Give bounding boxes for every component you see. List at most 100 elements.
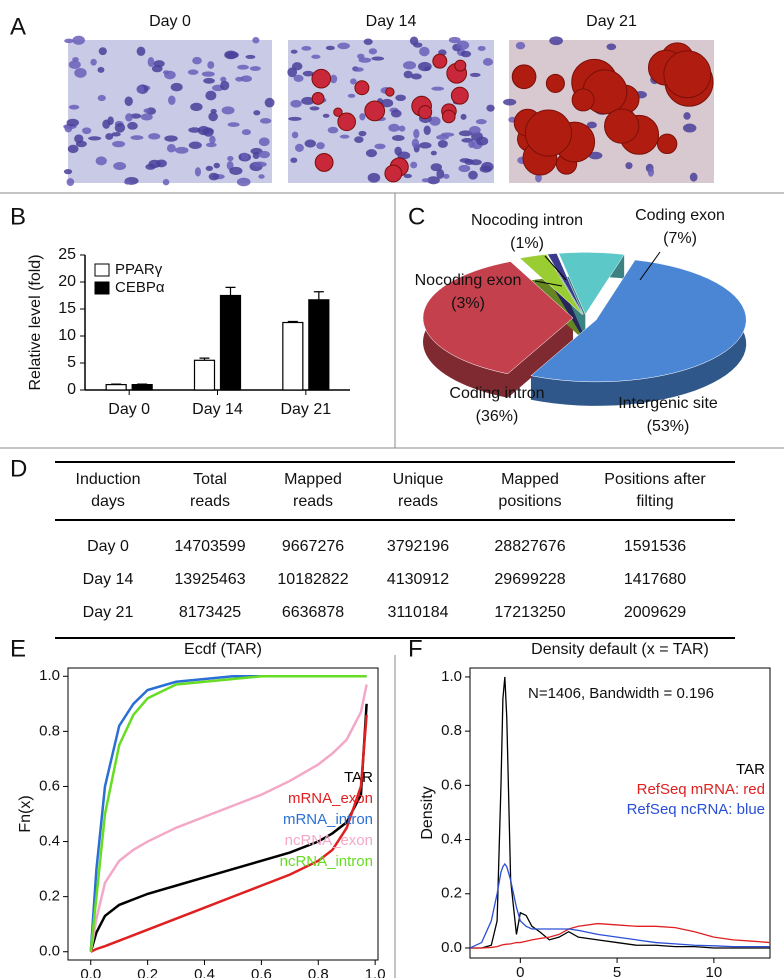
nucleus <box>68 104 80 110</box>
nucleus <box>252 36 260 44</box>
nucleus <box>535 173 542 183</box>
nucleus <box>136 46 146 56</box>
nucleus <box>258 174 265 179</box>
nucleus <box>403 70 413 79</box>
panel-label: F <box>408 635 423 662</box>
nucleus <box>72 35 85 45</box>
bar <box>219 294 242 391</box>
nucleus <box>503 98 517 106</box>
chart-title: Density default (x = TAR) <box>531 641 709 658</box>
nucleus <box>413 128 420 139</box>
nucleus <box>294 143 304 152</box>
pie-slice <box>530 259 747 383</box>
y-tick-label: 25 <box>58 246 76 263</box>
nucleus <box>458 164 471 173</box>
nucleus <box>164 135 178 142</box>
nucleus <box>249 66 261 71</box>
y-tick-label: 0.2 <box>39 888 60 905</box>
nucleus <box>194 167 202 177</box>
panel-label: A <box>10 13 26 40</box>
nucleus <box>245 54 256 59</box>
nucleus <box>97 94 106 102</box>
nucleus <box>220 80 230 91</box>
table-cell: 9667276 <box>282 538 344 555</box>
table-header: Total <box>193 471 227 488</box>
plot-frame <box>67 667 379 961</box>
error-bar <box>137 383 148 385</box>
nucleus <box>352 67 364 72</box>
nucleus <box>448 36 461 44</box>
table-cell: 14703599 <box>174 538 245 555</box>
nucleus <box>403 173 413 179</box>
y-tick-label: 1.0 <box>39 667 60 684</box>
nucleus <box>140 113 153 121</box>
y-axis-label: Density <box>419 786 436 839</box>
lipid-droplet <box>604 108 640 144</box>
nucleus <box>293 74 304 82</box>
y-tick-label: 0.6 <box>441 776 462 793</box>
nucleus <box>205 90 217 101</box>
nucleus <box>460 50 472 58</box>
nucleus <box>482 58 494 66</box>
x-tick-label: 0.6 <box>251 966 272 978</box>
x-tick-label: 0.4 <box>194 966 215 978</box>
table-cell: 4130912 <box>387 571 449 588</box>
panel-label: D <box>10 455 27 482</box>
table-cell: 8173425 <box>179 604 241 621</box>
nucleus <box>290 49 298 54</box>
nucleus <box>241 129 251 136</box>
nucleus <box>105 133 114 140</box>
nucleus <box>358 130 367 137</box>
lipid-droplet <box>418 105 433 120</box>
lipid-droplet <box>432 53 448 69</box>
nucleus <box>368 48 378 55</box>
legend-label: PPARγ <box>115 261 163 278</box>
nucleus <box>371 56 385 61</box>
nucleus <box>253 110 261 116</box>
nucleus <box>148 159 161 169</box>
nucleus <box>365 149 378 158</box>
panel-label: C <box>408 203 425 230</box>
nucleus <box>459 158 471 163</box>
nucleus <box>421 178 430 183</box>
nucleus <box>429 116 441 126</box>
error-bar <box>287 320 298 323</box>
nucleus <box>606 43 617 51</box>
bar <box>131 384 153 391</box>
nucleus <box>381 98 394 108</box>
error-bar <box>313 291 324 300</box>
nucleus <box>98 47 107 56</box>
leader-line <box>534 280 563 287</box>
nucleus <box>88 136 102 141</box>
nucleus <box>322 113 330 118</box>
bar <box>105 384 127 391</box>
nucleus <box>682 123 697 133</box>
nucleus <box>479 165 492 173</box>
legend-label: RefSeq mRNA: red <box>637 781 765 798</box>
nucleus <box>136 85 145 94</box>
y-tick-label: 0 <box>67 381 76 398</box>
table-header: positions <box>498 493 561 510</box>
legend-label: RefSeq ncRNA: blue <box>627 801 765 818</box>
nucleus <box>124 96 133 107</box>
nucleus <box>253 161 267 168</box>
y-tick-label: 15 <box>58 300 76 317</box>
legend-label: TAR <box>736 761 765 778</box>
lipid-droplet <box>314 153 334 172</box>
nucleus <box>413 42 423 48</box>
micrograph <box>287 36 495 185</box>
nucleus <box>390 109 402 118</box>
table-cell: 3110184 <box>387 604 448 621</box>
bar <box>282 321 304 391</box>
nucleus <box>475 119 487 125</box>
nucleus <box>301 96 315 105</box>
x-tick-label: 0.2 <box>137 966 158 978</box>
error-bar <box>111 383 122 385</box>
nucleus <box>458 130 473 137</box>
nucleus <box>395 94 407 102</box>
nucleus <box>205 142 217 148</box>
nucleus <box>291 62 303 71</box>
series-line <box>89 703 368 953</box>
nucleus <box>311 54 321 59</box>
series-line <box>89 675 367 952</box>
